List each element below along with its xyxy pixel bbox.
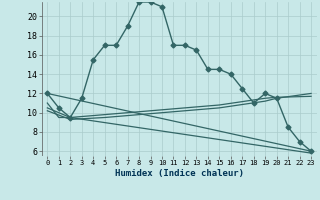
X-axis label: Humidex (Indice chaleur): Humidex (Indice chaleur): [115, 169, 244, 178]
